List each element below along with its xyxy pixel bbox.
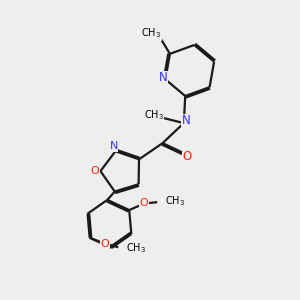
Text: CH$_3$: CH$_3$ xyxy=(127,241,146,255)
Text: CH$_3$: CH$_3$ xyxy=(144,109,164,122)
Text: CH$_3$: CH$_3$ xyxy=(165,195,185,208)
Text: N: N xyxy=(159,71,167,84)
Text: O: O xyxy=(140,198,148,208)
Text: O: O xyxy=(100,239,109,249)
Text: N: N xyxy=(182,114,190,127)
Text: CH$_3$: CH$_3$ xyxy=(141,26,161,40)
Text: O: O xyxy=(91,166,100,176)
Text: N: N xyxy=(110,142,118,152)
Text: O: O xyxy=(182,150,191,163)
